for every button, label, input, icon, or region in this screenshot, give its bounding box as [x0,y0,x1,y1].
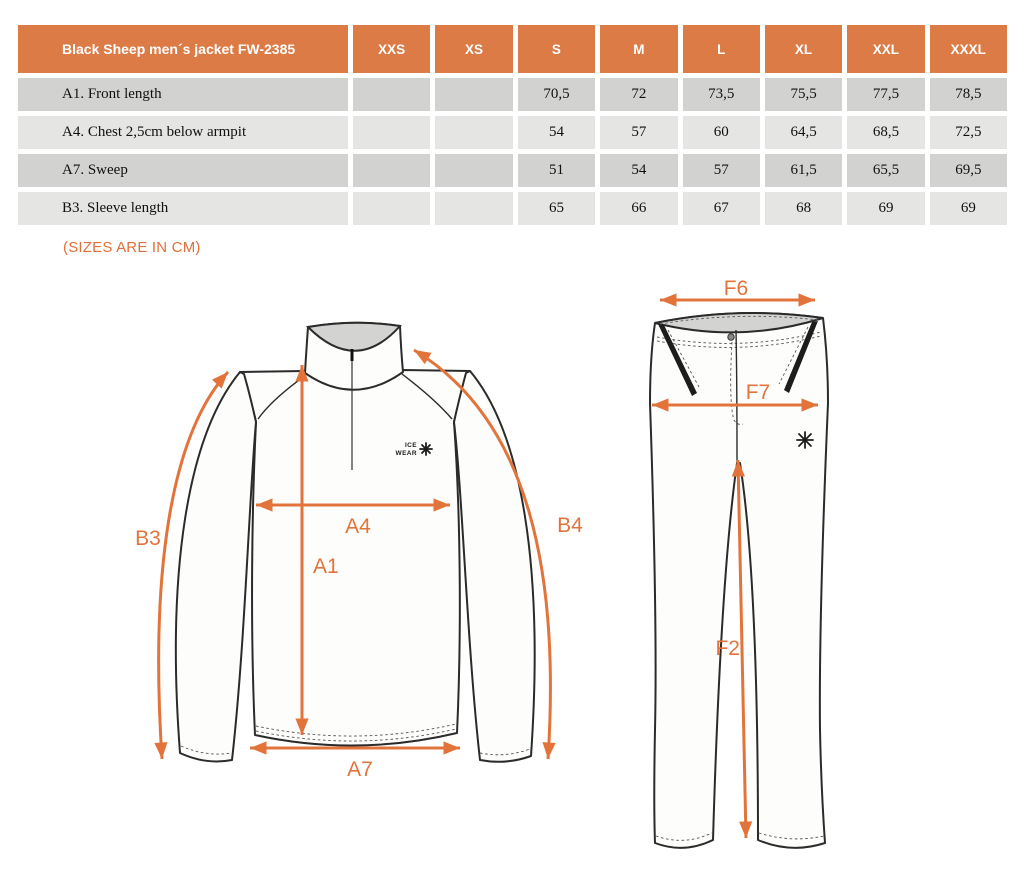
a4-label: A4 [345,515,371,538]
f2-arrow [731,459,753,839]
cell: 77,5 [847,78,925,111]
waistband-stitch-1 [656,331,822,344]
pants-diagram: F6 F7 F2 [649,280,829,849]
row-label-chest: A4. Chest 2,5cm below armpit [18,116,348,149]
cell: 54 [517,116,596,149]
logo-line1: ICE [405,442,417,449]
cell: 65 [517,192,596,225]
snowflake-icon [419,442,433,456]
cell [353,116,431,149]
cell: 57 [682,154,760,187]
b3-arrow [154,370,230,760]
col-header-m: M [600,25,678,73]
cell [353,78,431,111]
col-header-xxxl: XXXL [929,25,1007,73]
cell: 57 [600,116,678,149]
col-header-s: S [517,25,596,73]
waist-top-stitch [659,315,819,325]
left-hem-stitch [655,832,713,841]
right-pocket [784,321,818,393]
cell: 64,5 [764,116,843,149]
cell [353,192,431,225]
cell: 67 [682,192,760,225]
fly-stitch [730,341,744,425]
b3-label: B3 [135,527,161,550]
right-hem-stitch [758,832,825,840]
cell: 65,5 [847,154,925,187]
pants-measurements: F6 F7 F2 [652,280,818,839]
a7-label: A7 [347,758,373,781]
hem-stitch-2 [255,728,457,742]
cell [353,154,431,187]
cell: 61,5 [764,154,843,187]
cell: 68 [764,192,843,225]
col-header-xxl: XXL [847,25,925,73]
hem-stitch-1 [255,723,457,737]
sizes-note: (SIZES ARE IN CM) [63,239,201,256]
pants-body [649,312,829,849]
table-title: Black Sheep men´s jacket FW-2385 [18,25,348,73]
cell: 75,5 [764,78,843,111]
cell: 69 [847,192,925,225]
pants-waist-opening [654,312,824,334]
cell: 51 [517,154,596,187]
f6-label: F6 [724,280,749,300]
f2-label: F2 [715,637,740,660]
row-label-sweep: A7. Sweep [18,154,348,187]
jacket-collar-opening [305,321,402,352]
b4-label: B4 [557,514,583,537]
jacket-measurements: A4 A1 A7 B3 B4 [135,348,583,781]
left-pocket-stitch [667,329,700,388]
row-label-sleeve-length: B3. Sleeve length [18,192,348,225]
jacket-body [239,369,471,747]
cell [435,116,513,149]
col-header-xs: XS [435,25,513,73]
cell: 78,5 [929,78,1007,111]
a1-label: A1 [313,555,339,578]
jacket-diagram: ICE WEAR A4 A1 A7 B3 B4 [135,321,583,781]
cell: 68,5 [847,116,925,149]
right-pocket-stitch [778,326,809,385]
cell: 73,5 [682,78,760,111]
waist-button [727,333,735,341]
cell [435,192,513,225]
jacket-drawing: ICE WEAR [174,321,536,763]
b4-arrow [413,348,556,760]
cell: 72,5 [929,116,1007,149]
row-label-front-length: A1. Front length [18,78,348,111]
logo-line2: WEAR [396,450,417,457]
cell: 69,5 [929,154,1007,187]
cell: 69 [929,192,1007,225]
jacket-left-sleeve [174,371,257,763]
cell: 54 [600,154,678,187]
snowflake-icon [796,431,814,449]
size-table: Black Sheep men´s jacket FW-2385 XXS XS … [18,25,1007,225]
col-header-l: L [682,25,760,73]
f7-label: F7 [746,381,771,404]
cell: 66 [600,192,678,225]
col-header-xxs: XXS [353,25,431,73]
cell: 60 [682,116,760,149]
cell: 70,5 [517,78,596,111]
cell [435,78,513,111]
pants-drawing [649,312,829,849]
cell: 72 [600,78,678,111]
left-pocket [658,324,697,396]
cell [435,154,513,187]
col-header-xl: XL [764,25,843,73]
waistband-stitch-2 [656,335,822,348]
